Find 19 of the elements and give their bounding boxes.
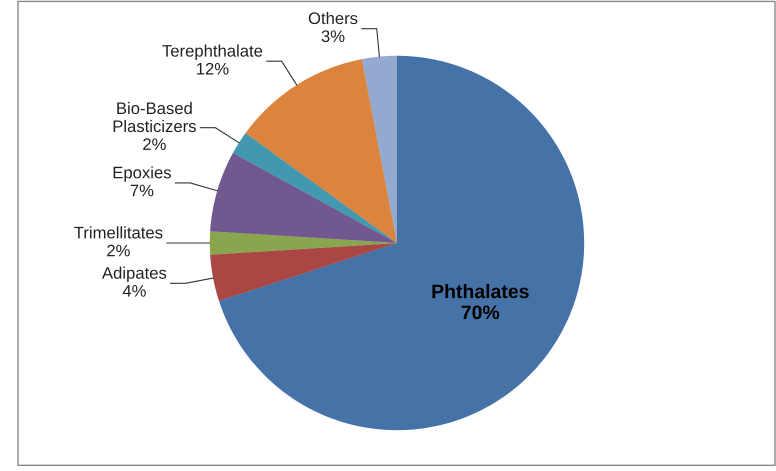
data-label: 2%	[107, 244, 130, 256]
data-label: 2%	[143, 138, 166, 150]
data-label: 70%	[462, 305, 500, 320]
slice-label: Bio-Based Plasticizers	[114, 102, 196, 132]
pie-slice	[210, 152, 397, 243]
slice-label: Terephthalate	[162, 44, 262, 60]
data-label: 3%	[322, 30, 344, 42]
slice-label: Epoxies	[114, 166, 171, 182]
pie-slice	[210, 243, 397, 301]
slice-label: Others	[308, 12, 358, 24]
data-label: 12%	[197, 62, 229, 75]
pie-slice	[246, 59, 397, 243]
slice-label: Phthalates	[432, 284, 529, 298]
pie-slice	[232, 132, 397, 243]
data-label: 7%	[130, 184, 154, 196]
slice-label: Trimellitates	[74, 226, 162, 238]
data-label: 4%	[122, 285, 146, 297]
pie-slice	[362, 56, 397, 243]
slice-label: Adipates	[102, 266, 166, 282]
